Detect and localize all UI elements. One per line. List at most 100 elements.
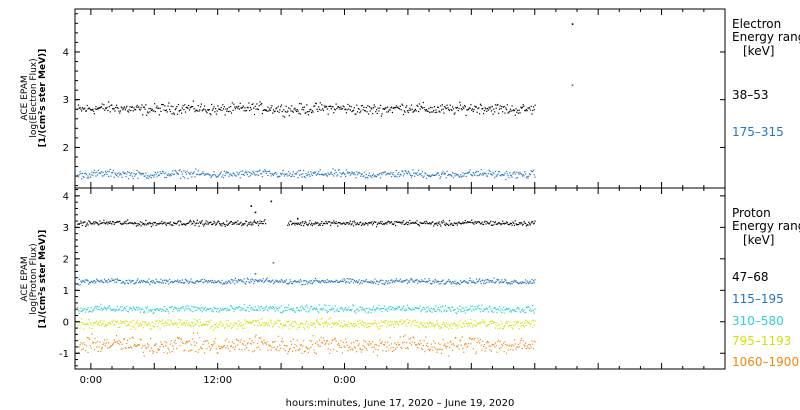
data-point xyxy=(115,278,117,280)
data-point xyxy=(459,223,462,225)
data-point xyxy=(494,327,497,329)
data-point xyxy=(372,107,374,109)
data-point xyxy=(444,305,447,307)
data-point xyxy=(291,343,293,345)
data-point xyxy=(104,170,107,172)
data-point xyxy=(311,343,313,346)
data-point xyxy=(141,308,143,310)
data-point xyxy=(408,307,410,310)
data-point xyxy=(284,325,286,327)
data-point xyxy=(178,337,180,339)
data-point xyxy=(465,281,467,283)
data-point xyxy=(146,281,148,283)
proton-legend-title-3: [keV] xyxy=(743,233,774,247)
data-point xyxy=(503,105,505,108)
data-point xyxy=(522,174,524,176)
data-point xyxy=(86,279,88,281)
data-point xyxy=(227,309,229,311)
data-point xyxy=(254,211,257,214)
data-point xyxy=(333,323,336,325)
data-point xyxy=(421,323,423,325)
data-point xyxy=(488,324,490,326)
data-point xyxy=(355,224,357,226)
data-point xyxy=(124,320,126,322)
data-point xyxy=(111,321,113,323)
data-point xyxy=(280,281,282,283)
data-point xyxy=(470,343,472,345)
data-point xyxy=(376,326,378,328)
data-point xyxy=(80,220,82,222)
data-point xyxy=(406,319,409,321)
data-point xyxy=(436,308,439,310)
data-point xyxy=(201,110,203,112)
data-point xyxy=(512,221,514,223)
data-point xyxy=(377,107,379,109)
data-point xyxy=(483,110,485,112)
data-point xyxy=(143,175,145,177)
data-point xyxy=(289,279,291,281)
data-point xyxy=(219,109,221,111)
data-point xyxy=(227,347,229,350)
data-point xyxy=(356,281,359,284)
data-point xyxy=(157,308,159,310)
data-point xyxy=(452,106,454,108)
data-point xyxy=(347,103,349,106)
data-point xyxy=(446,223,448,226)
data-point xyxy=(442,279,444,281)
data-point xyxy=(116,172,118,175)
data-point xyxy=(207,173,209,175)
data-point xyxy=(156,280,158,283)
data-point xyxy=(498,279,500,281)
data-point xyxy=(376,280,378,282)
data-point xyxy=(85,173,88,175)
data-point xyxy=(523,344,525,346)
data-point xyxy=(151,281,153,284)
data-point xyxy=(375,348,377,350)
data-point xyxy=(202,307,204,309)
data-point xyxy=(79,222,81,224)
data-point xyxy=(84,107,86,109)
data-point xyxy=(165,109,168,111)
data-point xyxy=(293,310,295,312)
data-point xyxy=(406,172,408,174)
data-point xyxy=(462,172,464,174)
data-point xyxy=(436,322,439,324)
data-point xyxy=(120,310,122,312)
data-point xyxy=(486,110,488,112)
data-point xyxy=(169,319,172,321)
data-point xyxy=(222,325,224,327)
data-point xyxy=(257,174,260,176)
data-point xyxy=(295,222,298,225)
data-point xyxy=(251,340,253,342)
data-point xyxy=(171,305,173,307)
data-point xyxy=(310,306,312,308)
data-point xyxy=(142,106,145,108)
data-point xyxy=(308,310,310,312)
data-point xyxy=(373,308,375,310)
data-point xyxy=(85,110,87,112)
data-point xyxy=(254,221,256,223)
data-point xyxy=(429,223,432,225)
data-point xyxy=(261,280,264,282)
data-point xyxy=(385,350,387,352)
data-point xyxy=(80,307,82,309)
data-point xyxy=(502,174,504,176)
data-point xyxy=(371,340,374,343)
data-point xyxy=(524,322,526,324)
data-point xyxy=(299,310,301,312)
data-point xyxy=(196,332,199,334)
data-point xyxy=(460,326,462,328)
data-point xyxy=(380,279,382,281)
data-point xyxy=(214,307,216,310)
data-point xyxy=(230,105,232,108)
data-point xyxy=(352,349,354,351)
data-point xyxy=(246,225,248,227)
data-point xyxy=(400,309,402,311)
data-point xyxy=(509,282,511,284)
data-point xyxy=(140,308,142,311)
data-point xyxy=(104,339,106,341)
data-point xyxy=(138,224,141,226)
data-point xyxy=(188,322,190,324)
data-point xyxy=(136,169,138,172)
data-point xyxy=(498,171,500,173)
